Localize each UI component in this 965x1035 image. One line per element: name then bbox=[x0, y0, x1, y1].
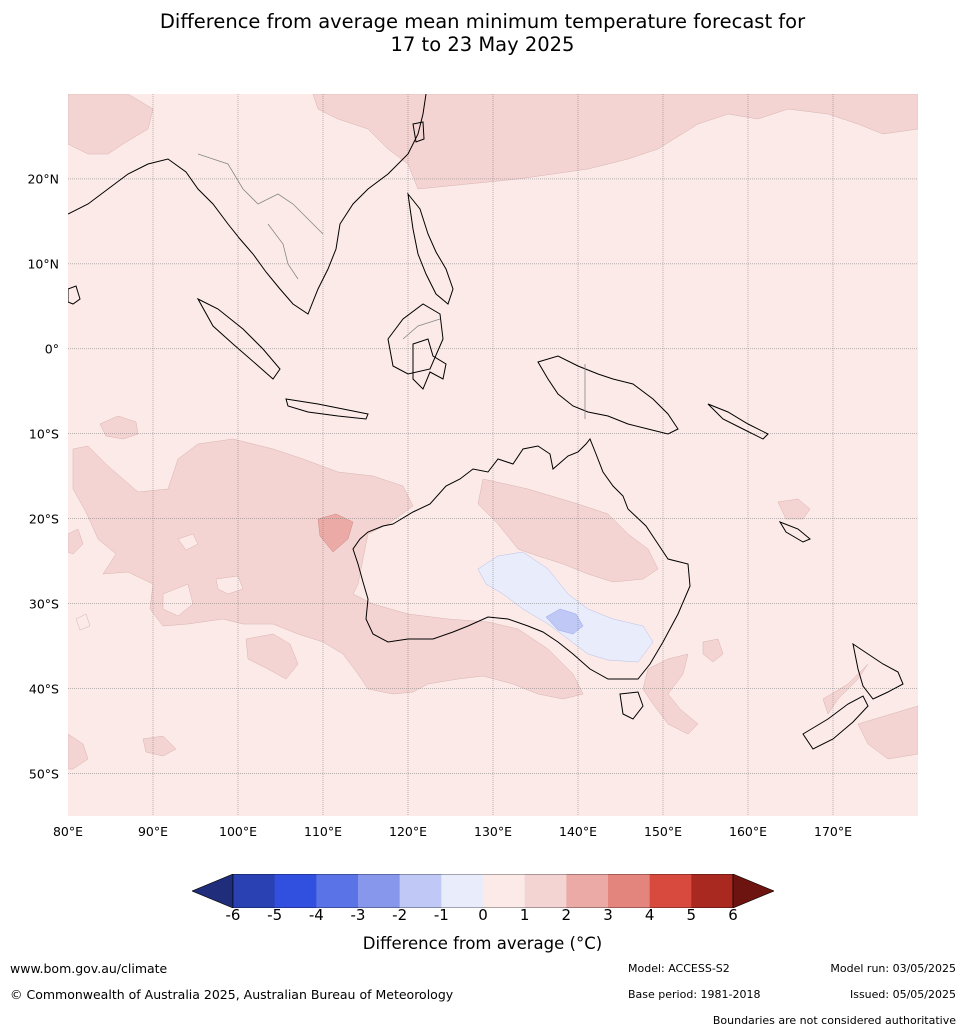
colorbar-tick-label: -6 bbox=[225, 906, 241, 924]
map-title-line-2: 17 to 23 May 2025 bbox=[390, 33, 575, 56]
colorbar-tick-label: -4 bbox=[308, 906, 324, 924]
coral-sea-warm-patch bbox=[702, 638, 724, 663]
australia-coastline bbox=[352, 438, 691, 680]
longitude-label: 90°E bbox=[137, 824, 169, 839]
tasman-warm-region bbox=[642, 653, 699, 735]
colorbar-tick-label: -1 bbox=[433, 906, 449, 924]
colorbar-segment bbox=[233, 874, 276, 908]
latitude-label: 10°N bbox=[27, 256, 59, 272]
australia-interior-warm-region bbox=[477, 478, 659, 583]
west-indian-warm-patch bbox=[68, 528, 84, 555]
longitude-label: 160°E bbox=[728, 824, 768, 839]
anomaly-2-to-3-region bbox=[317, 513, 354, 553]
taiwan-coastline bbox=[412, 121, 425, 143]
tasmania-coastline bbox=[619, 691, 644, 720]
latitude-label: 40°S bbox=[28, 681, 59, 697]
map-title: Difference from average mean minimum tem… bbox=[0, 10, 965, 56]
colorbar-tick-label: -5 bbox=[267, 906, 283, 924]
borneo-coastline bbox=[387, 303, 444, 375]
colorbar-segment bbox=[316, 874, 359, 908]
base-period: Base period: 1981-2018 bbox=[628, 988, 761, 1001]
colorbar-max-arrow bbox=[732, 874, 774, 908]
new-caledonia-coastline bbox=[778, 521, 811, 543]
latitude-label: 0° bbox=[44, 341, 59, 357]
anomaly-minus-1-to-0-region bbox=[477, 551, 654, 663]
graticule bbox=[68, 94, 918, 816]
longitude-label: 140°E bbox=[558, 824, 598, 839]
issued-date: Issued: 05/05/2025 bbox=[849, 988, 956, 1001]
latitude-label: 20°N bbox=[27, 171, 59, 187]
copyright-text: © Commonwealth of Australia 2025, Austra… bbox=[10, 987, 454, 1002]
sumatra-coastline bbox=[196, 297, 281, 380]
colorbar-tick-label: 1 bbox=[519, 906, 530, 924]
latitude-label: 20°S bbox=[28, 511, 59, 527]
colorbar-tick-label: 4 bbox=[644, 906, 655, 924]
java-coastline bbox=[285, 398, 369, 420]
model-run-date: Model run: 03/05/2025 bbox=[830, 962, 956, 975]
pacific-warm-patch bbox=[777, 498, 811, 520]
colorbar-tick-label: 6 bbox=[728, 906, 738, 924]
latitude-label: 30°S bbox=[28, 596, 59, 612]
colorbar-tick-label: 3 bbox=[603, 906, 613, 924]
map-title-line-1: Difference from average mean minimum tem… bbox=[159, 10, 806, 33]
colorbar-tick-label: 2 bbox=[561, 906, 572, 924]
colorbar-tick-label: 5 bbox=[686, 906, 697, 924]
country-boundaries bbox=[197, 153, 586, 419]
colorbar-segment bbox=[441, 874, 484, 908]
colorbar-segment bbox=[608, 874, 651, 908]
colorbar bbox=[192, 874, 774, 908]
colorbar-segment bbox=[274, 874, 317, 908]
colorbar-tick-label: 0 bbox=[478, 906, 488, 924]
new-zealand-south-coastline bbox=[802, 695, 869, 750]
website-link[interactable]: www.bom.gov.au/climate bbox=[10, 961, 168, 976]
colorbar-segment bbox=[649, 874, 692, 908]
colorbar-segment bbox=[399, 874, 442, 908]
new-zealand-warm-region bbox=[822, 663, 869, 715]
colorbar-segment bbox=[358, 874, 401, 908]
colorbar-min-arrow bbox=[192, 874, 234, 908]
colorbar-segment bbox=[524, 874, 567, 908]
latitude-label: 10°S bbox=[28, 426, 59, 442]
colorbar-segment bbox=[566, 874, 609, 908]
colorbar-segment bbox=[691, 874, 734, 908]
coastlines bbox=[68, 94, 904, 750]
colorbar-tick-label: -2 bbox=[392, 906, 408, 924]
colorbar-segment bbox=[483, 874, 526, 908]
north-pacific-warm-region bbox=[312, 94, 918, 190]
forecast-map bbox=[68, 94, 918, 816]
sulawesi-coastline bbox=[412, 338, 447, 390]
longitude-label: 120°E bbox=[388, 824, 428, 839]
east-nz-warm-region bbox=[857, 705, 918, 760]
longitude-label: 100°E bbox=[218, 824, 258, 839]
latitude-label: 50°S bbox=[28, 766, 59, 782]
anomaly-1-to-2-regions bbox=[68, 94, 918, 770]
new-zealand-north-coastline bbox=[852, 642, 904, 700]
south-indian-warm-patch-b bbox=[68, 733, 89, 770]
boundaries-disclaimer: Boundaries are not considered authoritat… bbox=[712, 1014, 956, 1027]
longitude-label: 110°E bbox=[303, 824, 343, 839]
anomaly-minus-2-to-minus-1-region bbox=[545, 608, 584, 635]
indian-ocean-warm-region bbox=[72, 438, 584, 700]
longitude-label: 130°E bbox=[473, 824, 513, 839]
mainland-asia-coastline bbox=[68, 94, 427, 315]
longitude-label: 170°E bbox=[813, 824, 853, 839]
new-guinea-coastline bbox=[537, 355, 679, 435]
anomaly-0-to-1-holes bbox=[75, 533, 244, 631]
south-indian-warm-patch-a bbox=[245, 633, 299, 680]
philippines-coastline bbox=[407, 192, 454, 305]
model-name: Model: ACCESS-S2 bbox=[628, 962, 730, 975]
longitude-label: 150°E bbox=[643, 824, 683, 839]
colorbar-label: Difference from average (°C) bbox=[362, 934, 603, 953]
longitude-label: 80°E bbox=[52, 824, 84, 839]
south-indian-warm-patch-c bbox=[142, 735, 177, 757]
solomon-islands-coastline bbox=[707, 403, 769, 440]
colorbar-tick-label: -3 bbox=[350, 906, 366, 924]
north-indian-warm-region bbox=[68, 94, 154, 155]
sri-lanka-coastline bbox=[68, 285, 81, 305]
